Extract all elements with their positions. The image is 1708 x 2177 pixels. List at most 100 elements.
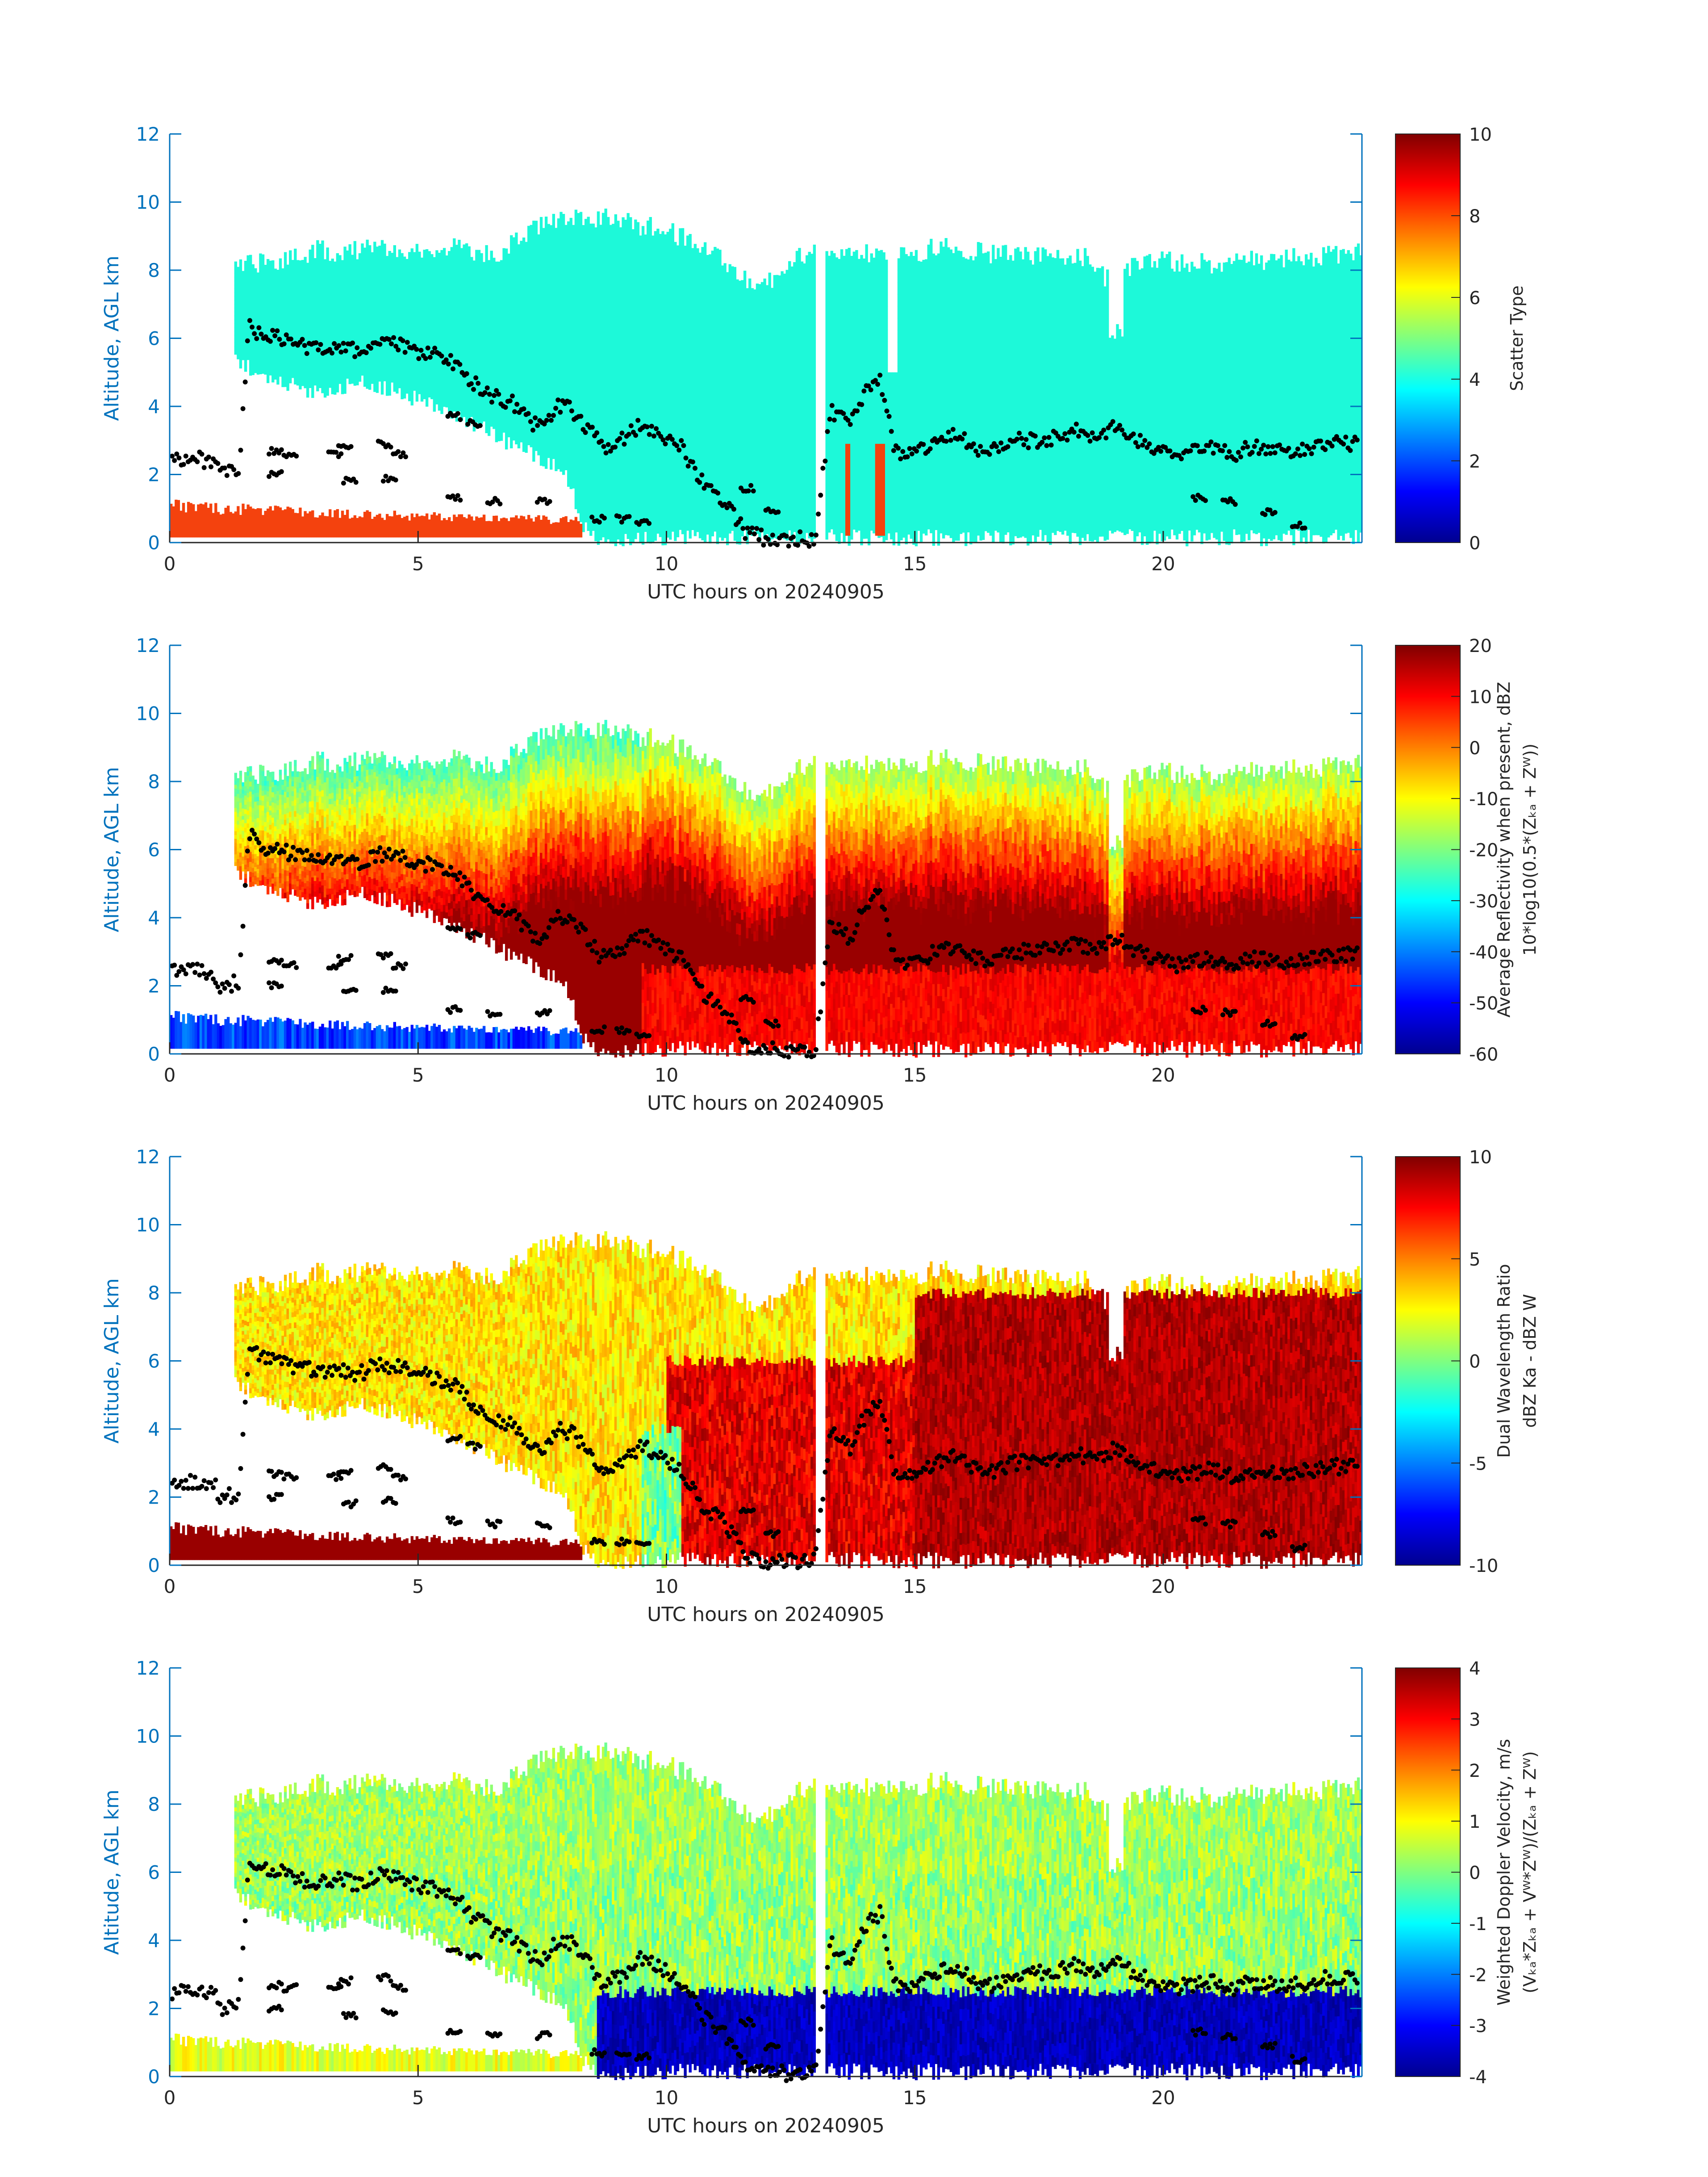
heatmap-cell bbox=[430, 375, 433, 381]
heatmap-cell bbox=[490, 360, 493, 368]
heatmap-cell bbox=[296, 302, 299, 307]
heatmap-cell bbox=[242, 330, 244, 334]
heatmap-cell bbox=[341, 377, 344, 383]
heatmap-cell bbox=[411, 327, 413, 334]
heatmap-cell bbox=[416, 329, 418, 336]
heatmap-cell bbox=[478, 286, 480, 294]
heatmap-cell bbox=[403, 274, 406, 280]
heatmap-cell bbox=[460, 327, 463, 334]
heatmap-cell bbox=[299, 309, 301, 314]
heatmap-cell bbox=[319, 322, 322, 328]
heatmap-cell bbox=[460, 277, 463, 284]
heatmap-cell bbox=[354, 271, 356, 277]
heatmap-cell bbox=[455, 281, 458, 289]
heatmap-cell bbox=[460, 305, 463, 313]
heatmap-cell bbox=[396, 371, 398, 377]
heatmap-cell bbox=[319, 262, 322, 268]
heatmap-cell bbox=[338, 255, 341, 261]
heatmap-cell bbox=[329, 292, 331, 298]
heatmap-cell bbox=[354, 253, 356, 259]
heatmap-cell bbox=[393, 324, 396, 330]
heatmap-cell bbox=[426, 334, 428, 341]
heatmap-cell bbox=[426, 262, 428, 269]
heatmap-cell bbox=[334, 355, 336, 361]
heatmap-cell bbox=[343, 253, 346, 259]
heatmap-cell bbox=[445, 287, 448, 294]
heatmap-cell bbox=[267, 285, 269, 290]
heatmap-cell bbox=[366, 264, 368, 271]
heatmap-cell bbox=[281, 322, 284, 328]
heatmap-cell bbox=[393, 312, 396, 318]
heatmap-cell bbox=[237, 317, 239, 321]
heatmap-cell bbox=[386, 366, 388, 372]
heatmap-cell bbox=[465, 281, 468, 289]
heatmap-cell bbox=[338, 271, 341, 277]
heatmap-cell bbox=[413, 327, 416, 333]
heatmap-cell bbox=[460, 377, 463, 385]
heatmap-cell bbox=[416, 395, 418, 401]
heatmap-cell bbox=[463, 409, 465, 417]
heatmap-cell bbox=[393, 300, 396, 306]
heatmap-cell bbox=[396, 376, 398, 382]
heatmap-cell bbox=[455, 311, 458, 318]
heatmap-cell bbox=[455, 252, 458, 260]
heatmap-cell bbox=[296, 271, 299, 276]
heatmap-cell bbox=[368, 377, 371, 384]
heatmap-cell bbox=[341, 277, 344, 283]
heatmap-cell bbox=[354, 301, 356, 307]
heatmap-cell bbox=[234, 331, 237, 335]
heatmap-cell bbox=[267, 310, 269, 316]
heatmap-cell bbox=[354, 368, 356, 374]
heatmap-cell bbox=[249, 355, 252, 360]
heatmap-cell bbox=[363, 334, 366, 341]
heatmap-cell bbox=[284, 297, 287, 303]
heatmap-cell bbox=[271, 280, 274, 286]
heatmap-cell bbox=[237, 343, 239, 347]
heatmap-cell bbox=[351, 287, 354, 292]
heatmap-cell bbox=[276, 279, 279, 284]
heatmap-cell bbox=[445, 306, 448, 313]
heatmap-cell bbox=[378, 325, 381, 330]
heatmap-cell bbox=[244, 307, 247, 312]
heatmap-cell bbox=[401, 344, 403, 351]
heatmap-cell bbox=[284, 263, 287, 269]
heatmap-cell bbox=[257, 353, 259, 358]
heatmap-cell bbox=[488, 370, 490, 377]
heatmap-cell bbox=[468, 403, 471, 410]
heatmap-cell bbox=[329, 340, 331, 346]
heatmap-cell bbox=[443, 387, 446, 394]
heatmap-cell bbox=[381, 355, 384, 362]
heatmap-cell bbox=[321, 285, 324, 292]
heatmap-cell bbox=[388, 377, 391, 384]
heatmap-cell bbox=[393, 257, 396, 263]
heatmap-cell bbox=[448, 311, 451, 318]
heatmap-cell bbox=[421, 293, 423, 300]
heatmap-cell bbox=[470, 343, 473, 351]
heatmap-cell bbox=[324, 276, 326, 283]
heatmap-cell bbox=[430, 297, 433, 303]
heatmap-cell bbox=[311, 359, 314, 366]
heatmap-cell bbox=[237, 321, 239, 325]
heatmap-cell bbox=[324, 259, 326, 265]
heatmap-cell bbox=[376, 283, 379, 289]
heatmap-cell bbox=[363, 317, 366, 323]
heatmap-cell bbox=[239, 282, 242, 287]
heatmap-cell bbox=[284, 381, 287, 387]
heatmap-cell bbox=[341, 388, 344, 394]
heatmap-cell bbox=[351, 255, 354, 260]
heatmap-cell bbox=[274, 343, 277, 347]
heatmap-cell bbox=[416, 316, 418, 323]
heatmap-cell bbox=[264, 274, 267, 279]
heatmap-cell bbox=[465, 358, 468, 366]
heatmap-cell bbox=[418, 276, 421, 282]
heatmap-cell bbox=[495, 419, 498, 427]
heatmap-cell bbox=[430, 254, 433, 260]
heatmap-cell bbox=[488, 406, 490, 414]
heatmap-cell bbox=[443, 400, 446, 407]
heatmap-cell bbox=[309, 365, 312, 371]
heatmap-cell bbox=[455, 333, 458, 341]
heatmap-cell bbox=[448, 258, 451, 265]
heatmap-cell bbox=[234, 351, 237, 355]
heatmap-cell bbox=[455, 384, 458, 392]
heatmap-cell bbox=[413, 258, 416, 264]
